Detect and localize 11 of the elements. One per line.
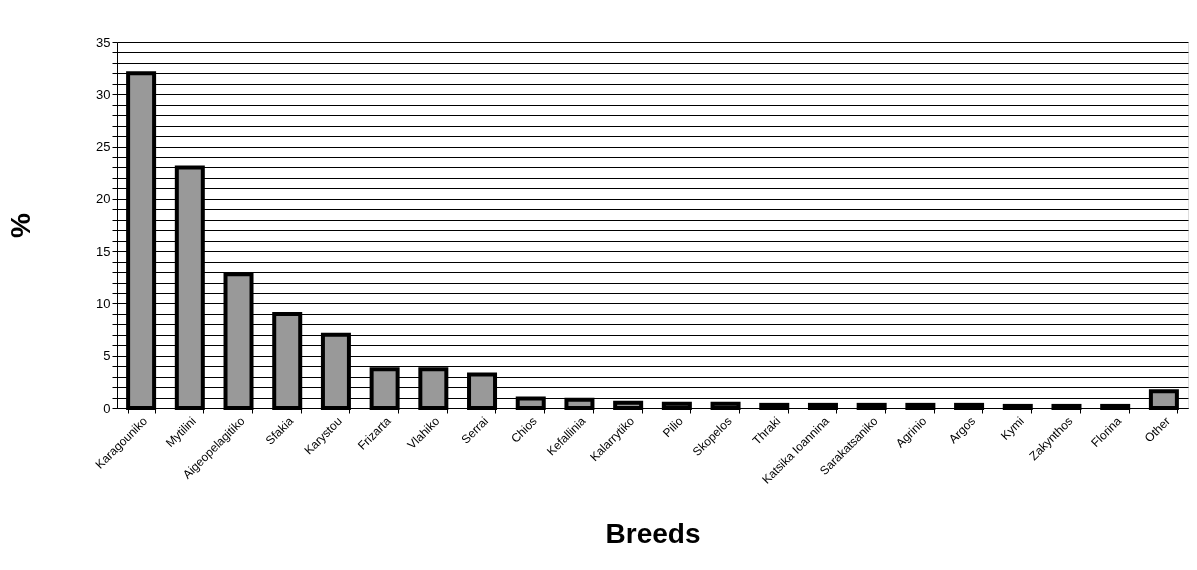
y-tick-label: 35 xyxy=(96,34,111,50)
x-axis-title: Breeds xyxy=(605,518,701,550)
y-tick-label: 5 xyxy=(103,348,111,364)
y-axis-title: % xyxy=(5,212,37,238)
y-tick-label: 25 xyxy=(96,139,111,155)
y-tick-label: 15 xyxy=(96,243,111,259)
y-tick-label: 10 xyxy=(96,295,111,311)
y-tick-label: 0 xyxy=(103,400,111,416)
x-tick-label: Pilio xyxy=(659,413,687,441)
y-tick-label: 30 xyxy=(96,86,111,102)
y-tick-label: 20 xyxy=(96,191,111,207)
